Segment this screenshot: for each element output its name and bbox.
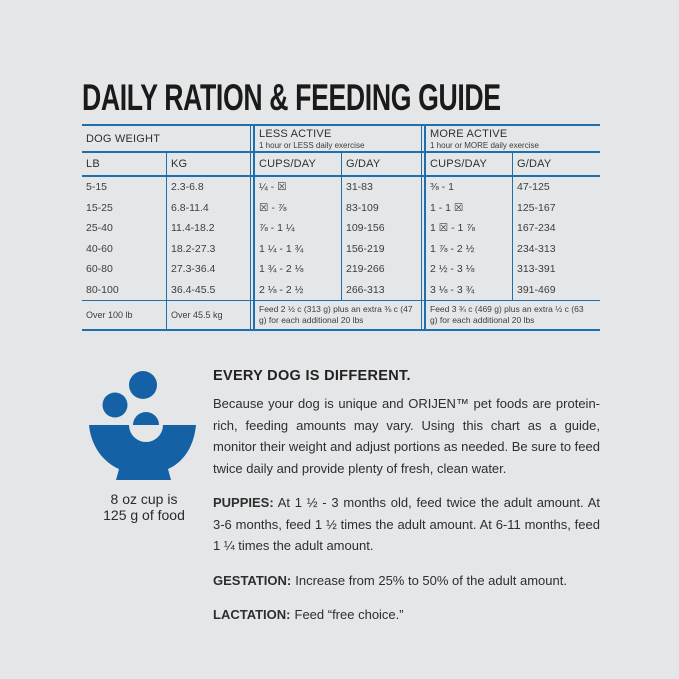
cell-more-cups: 1 ☒ - 1 ⅞ xyxy=(430,222,476,235)
table-row: 60-80 27.3-36.4 1 ¾ - 2 ⅛ 219-266 2 ½ - … xyxy=(82,259,600,280)
cell-lb: 60-80 xyxy=(86,263,113,276)
table-row: 80-100 36.4-45.5 2 ⅛ - 2 ½ 266-313 3 ⅛ -… xyxy=(82,279,600,300)
cell-less-cups: ¼ - ☒ xyxy=(259,181,287,194)
column-group-divider xyxy=(421,259,426,280)
cell-kg: 6.8-11.4 xyxy=(166,197,250,218)
col-header-g-less: G/DAY xyxy=(341,153,421,175)
column-group-divider xyxy=(421,177,426,198)
gestation-label: GESTATION: xyxy=(213,572,292,588)
column-group-divider xyxy=(421,126,426,151)
gestation-note: GESTATION: Increase from 25% to 50% of th… xyxy=(213,570,600,592)
column-group-divider xyxy=(250,177,255,198)
content-area: DAILY RATION & FEEDING GUIDE DOG WEIGHT … xyxy=(82,0,600,626)
col-header-kg: KG xyxy=(166,153,250,175)
info-section: 8 oz cup is 125 g of food EVERY DOG IS D… xyxy=(82,368,600,626)
puppies-note: PUPPIES: At 1 ½ - 3 months old, feed twic… xyxy=(213,492,600,557)
cell-kg: 2.3-6.8 xyxy=(166,177,250,198)
lactation-label: LACTATION: xyxy=(213,607,291,622)
cell-less-cups: ⅞ - 1 ¼ xyxy=(259,222,295,235)
header-more-active: MORE ACTIVE 1 hour or MORE daily exercis… xyxy=(430,127,539,150)
cell-more-g: 167-234 xyxy=(512,218,600,239)
cell-less-g: 156-219 xyxy=(341,238,421,259)
table-column-header-row: LB KG CUPS/DAY G/DAY CUPS/DAY G/DAY xyxy=(82,153,600,177)
lactation-note: LACTATION: Feed “free choice.” xyxy=(213,604,600,626)
column-group-divider xyxy=(421,218,426,239)
cell-more-g: 125-167 xyxy=(512,197,600,218)
cell-lb: 40-60 xyxy=(86,242,113,255)
cell-less-cups: 2 ⅛ - 2 ½ xyxy=(259,283,304,296)
column-group-divider xyxy=(250,153,255,175)
column-group-divider xyxy=(250,259,255,280)
header-less-active: LESS ACTIVE 1 hour or LESS daily exercis… xyxy=(259,127,365,150)
cell-more-cups: 3 ⅛ - 3 ¾ xyxy=(430,283,475,296)
cell-lb: 25-40 xyxy=(86,222,113,235)
page-title: DAILY RATION & FEEDING GUIDE xyxy=(82,77,501,118)
info-heading: EVERY DOG IS DIFFERENT. xyxy=(213,368,411,384)
col-header-lb: LB xyxy=(86,158,100,170)
cup-note-line2: 125 g of food xyxy=(103,507,185,523)
cell-less-g: 31-83 xyxy=(341,177,421,198)
cup-note-line1: 8 oz cup is xyxy=(110,491,178,507)
table-group-header-row: DOG WEIGHT LESS ACTIVE 1 hour or LESS da… xyxy=(82,124,600,153)
puppies-text: At 1 ½ - 3 months old, feed twice the ad… xyxy=(213,495,600,553)
column-group-divider xyxy=(421,301,426,329)
cell-more-cups: 2 ½ - 3 ⅛ xyxy=(430,263,475,276)
cup-note: 8 oz cup is 125 g of food xyxy=(82,491,206,523)
cell-lb: 15-25 xyxy=(86,201,113,214)
lactation-text: Feed “free choice.” xyxy=(294,607,404,622)
column-group-divider xyxy=(421,153,426,175)
dog-bowl-icon xyxy=(89,371,196,480)
info-body: Because your dog is unique and ORIJEN™ p… xyxy=(213,396,600,476)
cell-more-g: 234-313 xyxy=(512,238,600,259)
cell-more-g: 313-391 xyxy=(512,259,600,280)
cell-less-g: 109-156 xyxy=(341,218,421,239)
col-header-g-more: G/DAY xyxy=(512,153,600,175)
table-row: 40-60 18.2-27.3 1 ¼ - 1 ¾ 156-219 1 ⅞ - … xyxy=(82,238,600,259)
header-dog-weight: DOG WEIGHT xyxy=(86,132,161,145)
col-header-cups-less: CUPS/DAY xyxy=(259,158,317,170)
column-group-divider xyxy=(250,279,255,300)
gestation-text: Increase from 25% to 50% of the adult am… xyxy=(295,572,567,588)
column-group-divider xyxy=(250,218,255,239)
footer-less-active-note: Feed 2 ½ c (313 g) plus an extra ⅜ c (47… xyxy=(259,304,413,325)
feeding-table: DOG WEIGHT LESS ACTIVE 1 hour or LESS da… xyxy=(82,124,600,331)
cell-less-g: 219-266 xyxy=(341,259,421,280)
cell-kg: 11.4-18.2 xyxy=(166,218,250,239)
cell-lb: 80-100 xyxy=(86,283,119,296)
cell-more-cups: 1 - 1 ☒ xyxy=(430,201,464,214)
cell-lb: 5-15 xyxy=(86,181,108,194)
table-row: 25-40 11.4-18.2 ⅞ - 1 ¼ 109-156 1 ☒ - 1 … xyxy=(82,218,600,239)
cell-less-cups: ☒ - ⅞ xyxy=(259,201,287,214)
cell-more-g: 47-125 xyxy=(512,177,600,198)
column-group-divider xyxy=(250,238,255,259)
cell-more-g: 391-469 xyxy=(512,279,600,300)
column-group-divider xyxy=(421,197,426,218)
footer-over-kg: Over 45.5 kg xyxy=(166,301,250,329)
footer-more-active-note: Feed 3 ¾ c (469 g) plus an extra ½ c (63… xyxy=(430,304,584,325)
table-row: 5-15 2.3-6.8 ¼ - ☒ 31-83 ⅜ - 1 47-125 xyxy=(82,177,600,198)
info-text-column: EVERY DOG IS DIFFERENT. Because your dog… xyxy=(213,368,600,626)
cell-less-cups: 1 ¾ - 2 ⅛ xyxy=(259,263,304,276)
puppies-label: PUPPIES: xyxy=(213,495,274,510)
column-group-divider xyxy=(421,279,426,300)
column-group-divider xyxy=(250,126,255,151)
cell-more-cups: 1 ⅞ - 2 ½ xyxy=(430,242,475,255)
cell-kg: 27.3-36.4 xyxy=(166,259,250,280)
cell-less-cups: 1 ¼ - 1 ¾ xyxy=(259,242,304,255)
column-group-divider xyxy=(250,301,255,329)
col-header-cups-more: CUPS/DAY xyxy=(430,158,488,170)
cell-kg: 18.2-27.3 xyxy=(166,238,250,259)
column-group-divider xyxy=(421,238,426,259)
cell-less-g: 266-313 xyxy=(341,279,421,300)
cup-illustration-column: 8 oz cup is 125 g of food xyxy=(82,368,213,626)
table-row: 15-25 6.8-11.4 ☒ - ⅞ 83-109 1 - 1 ☒ 125-… xyxy=(82,197,600,218)
footer-over-lb: Over 100 lb xyxy=(86,310,133,320)
table-footer-row: Over 100 lb Over 45.5 kg Feed 2 ½ c (313… xyxy=(82,300,600,331)
cell-less-g: 83-109 xyxy=(341,197,421,218)
column-group-divider xyxy=(250,197,255,218)
cell-kg: 36.4-45.5 xyxy=(166,279,250,300)
cell-more-cups: ⅜ - 1 xyxy=(430,181,454,194)
